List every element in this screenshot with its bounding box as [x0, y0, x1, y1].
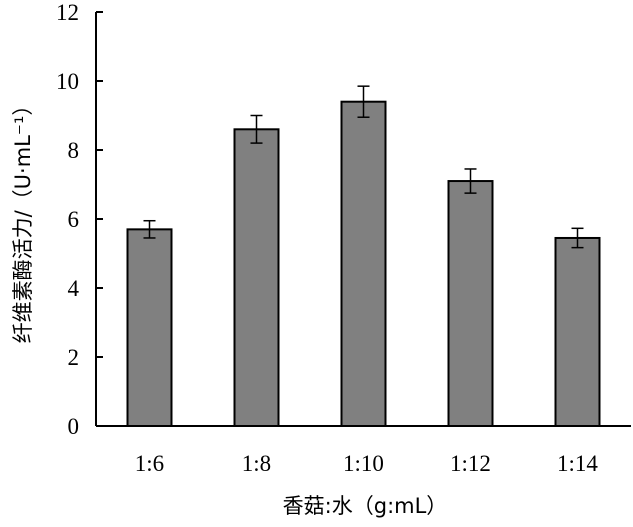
y-tick-label: 12 — [56, 0, 79, 25]
y-tick-label: 10 — [56, 69, 79, 94]
y-tick-label: 2 — [68, 345, 80, 370]
x-axis-title: 香菇:水（g:mL） — [283, 494, 448, 518]
y-axis-title: 纤维素酶活力/（U·mL⁻¹） — [11, 95, 35, 344]
bar-1-14 — [554, 236, 601, 427]
bar-1-12 — [447, 180, 494, 427]
bar-1-10 — [340, 100, 387, 427]
x-tick-label: 1:10 — [343, 451, 384, 476]
bar-1-6 — [126, 228, 173, 427]
x-tick-label: 1:8 — [242, 451, 271, 476]
y-tick-label: 6 — [68, 207, 80, 232]
x-tick-label: 1:14 — [557, 451, 598, 476]
y-tick-label: 8 — [68, 138, 80, 163]
bars-layer — [126, 85, 601, 428]
ticks-layer: 0 2 4 6 8 10 12 1:6 1:8 1:10 1:12 1:14 — [56, 0, 598, 476]
y-tick-label: 4 — [68, 276, 80, 301]
x-tick-label: 1:12 — [450, 451, 491, 476]
x-tick-label: 1:6 — [135, 451, 164, 476]
y-tick-label: 0 — [68, 414, 80, 439]
bar-1-8 — [233, 128, 280, 428]
